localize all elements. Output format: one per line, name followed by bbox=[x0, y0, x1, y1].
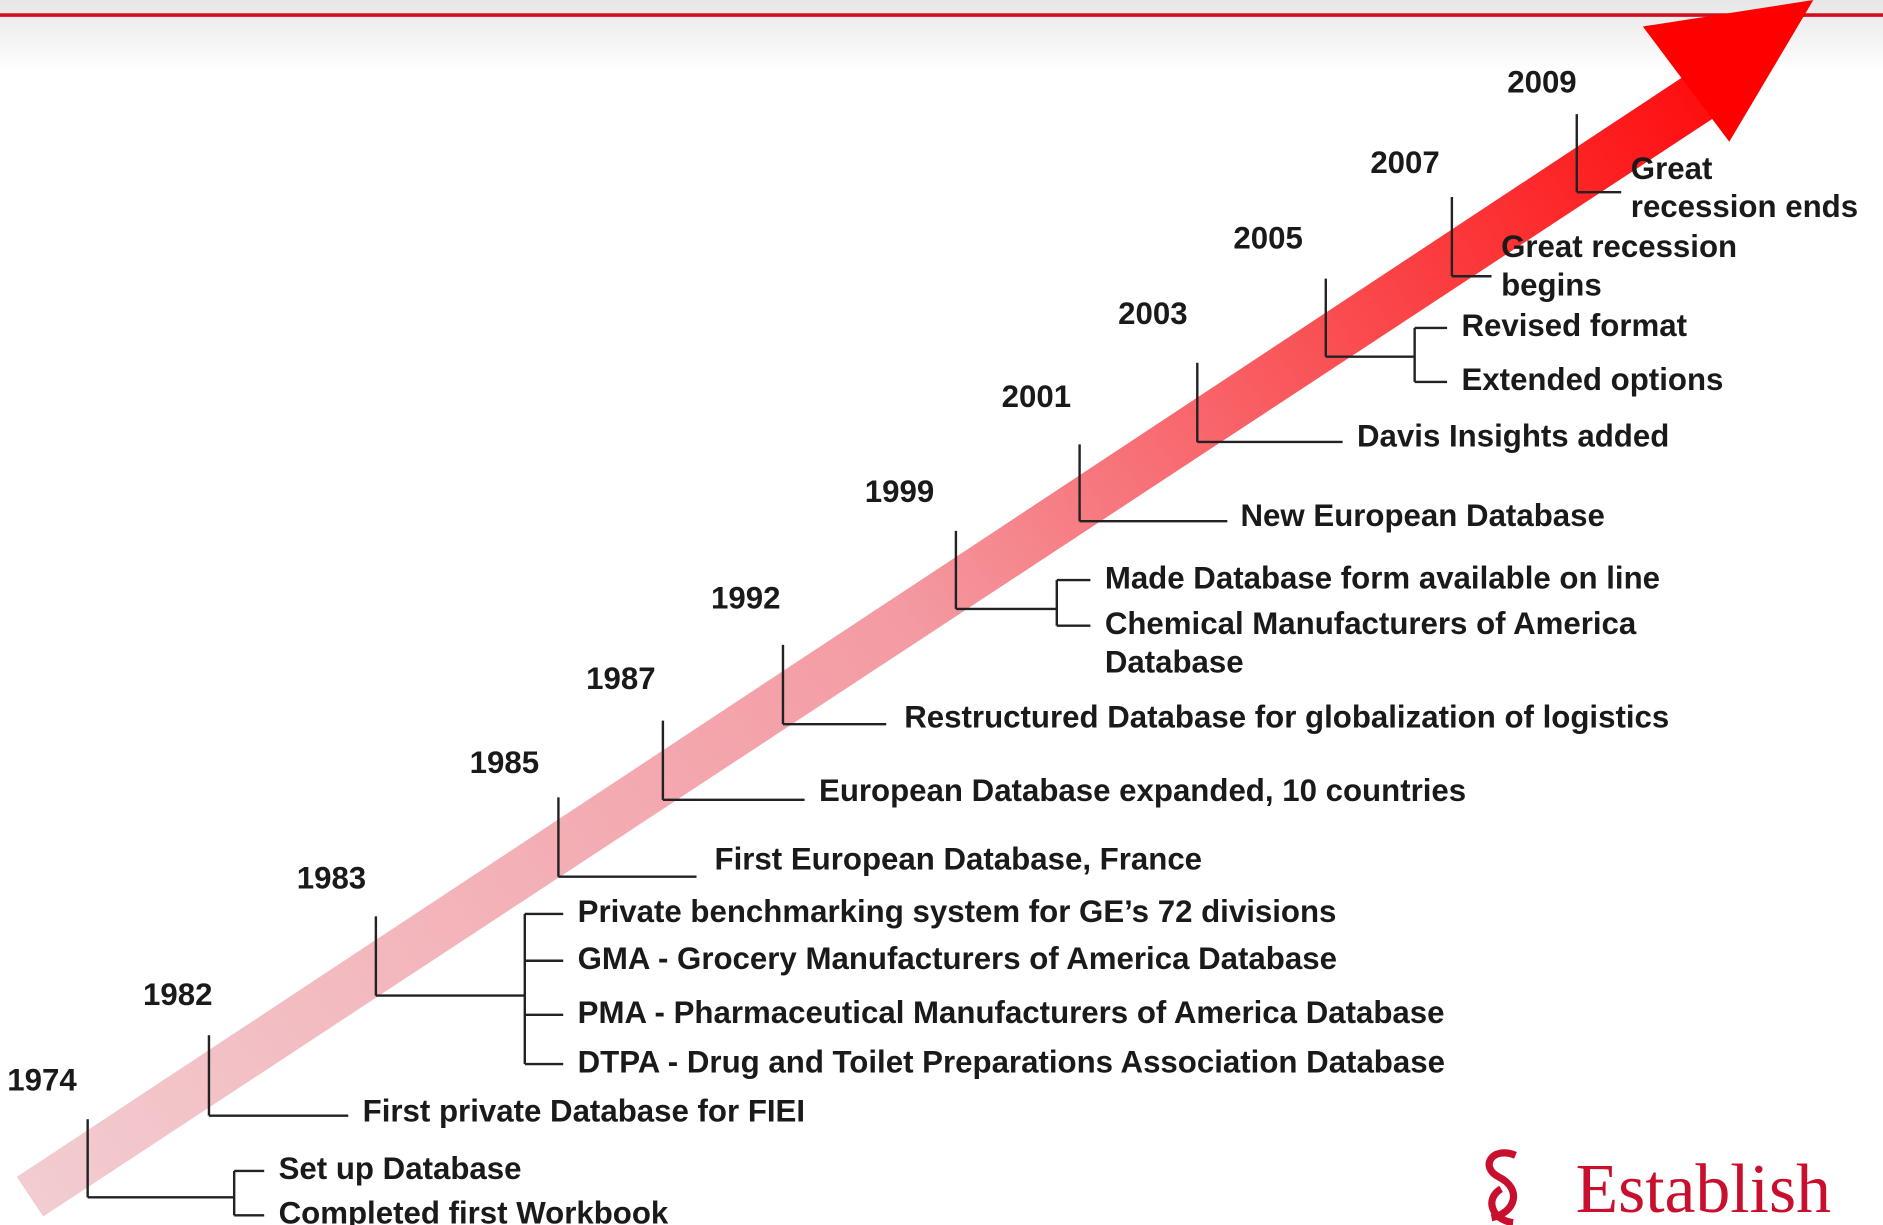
year-label: 2007 bbox=[1370, 145, 1439, 180]
year-label: 1987 bbox=[586, 661, 655, 696]
event-text: Great bbox=[1631, 151, 1713, 186]
event-text: Great recession bbox=[1501, 229, 1737, 264]
event-text: Restructured Database for globalization … bbox=[904, 700, 1669, 735]
logo: Establish bbox=[1485, 1149, 1831, 1225]
event-text: DTPA - Drug and Toilet Preparations Asso… bbox=[578, 1044, 1445, 1079]
year-label: 2005 bbox=[1233, 220, 1302, 255]
event-text: European Database expanded, 10 countries bbox=[819, 773, 1466, 808]
event-text: Extended options bbox=[1461, 362, 1723, 397]
logo-mark bbox=[1485, 1149, 1518, 1225]
event-text: recession ends bbox=[1631, 189, 1858, 224]
year-label: 1983 bbox=[297, 861, 366, 896]
event-text: Davis Insights added bbox=[1357, 419, 1669, 454]
event-text: Made Database form available on line bbox=[1105, 560, 1660, 595]
event-text: Private benchmarking system for GE’s 72 … bbox=[578, 894, 1337, 929]
event-text: New European Database bbox=[1241, 498, 1605, 533]
event-text: Set up Database bbox=[279, 1151, 522, 1186]
year-label: 1985 bbox=[470, 745, 539, 780]
header-rule bbox=[0, 13, 1883, 17]
year-label: 1999 bbox=[865, 474, 934, 509]
logo-text: Establish bbox=[1576, 1151, 1831, 1225]
event-text: Completed first Workbook bbox=[279, 1196, 669, 1225]
event-text: PMA - Pharmaceutical Manufacturers of Am… bbox=[578, 995, 1445, 1030]
year-label: 2003 bbox=[1118, 296, 1187, 331]
arrow-shaft bbox=[16, 68, 1727, 1217]
year-label: 1992 bbox=[711, 581, 780, 616]
event-text: Chemical Manufacturers of America bbox=[1105, 606, 1637, 641]
event-text: begins bbox=[1501, 267, 1602, 302]
year-label: 2009 bbox=[1507, 64, 1576, 99]
year-label: 2001 bbox=[1002, 379, 1071, 414]
header-band bbox=[0, 0, 1883, 73]
event-text: Revised format bbox=[1461, 308, 1687, 343]
year-label: 1974 bbox=[7, 1062, 77, 1097]
event-text: First private Database for FIEI bbox=[363, 1094, 805, 1129]
arrow-head bbox=[1642, 0, 1814, 142]
event-text: Database bbox=[1105, 644, 1244, 679]
event-text: GMA - Grocery Manufacturers of America D… bbox=[578, 941, 1337, 976]
year-label: 1982 bbox=[143, 977, 212, 1012]
event-text: First European Database, France bbox=[715, 841, 1203, 876]
